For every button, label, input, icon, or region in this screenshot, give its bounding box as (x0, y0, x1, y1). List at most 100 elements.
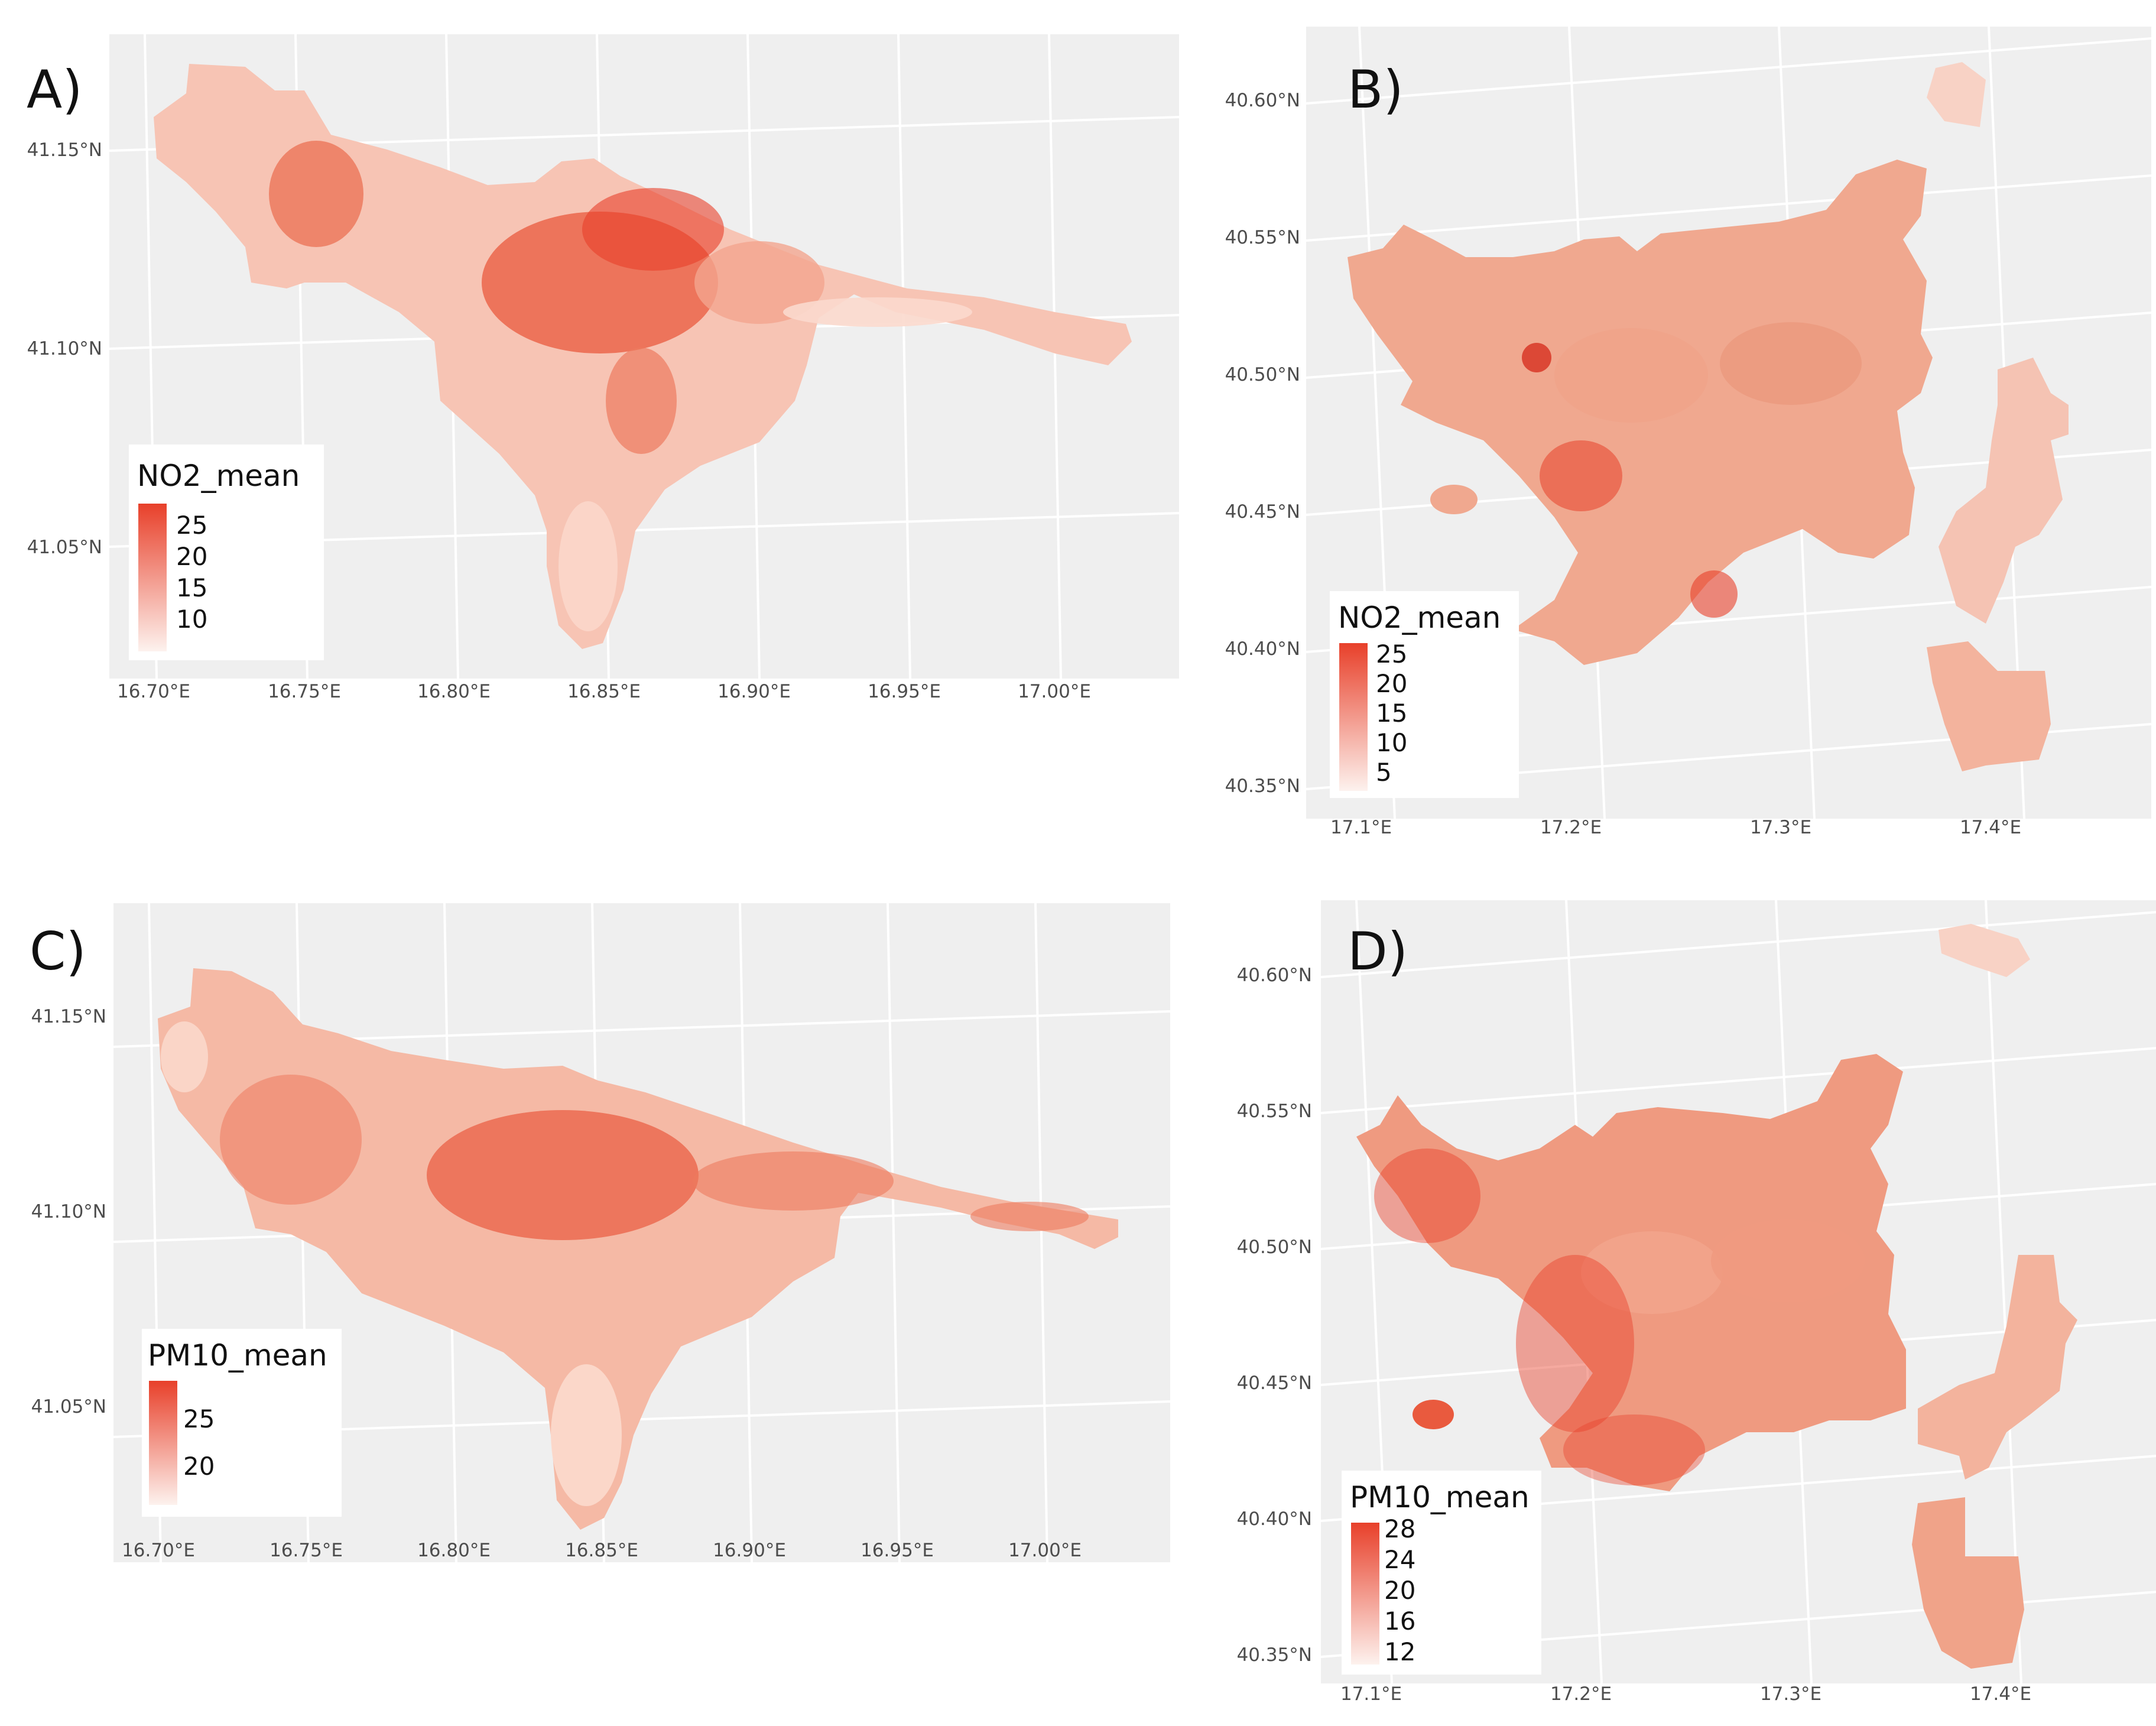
islet-b-small (1430, 485, 1478, 514)
legend-break-d-2: 24 (1384, 1545, 1416, 1574)
hotspot-b-2 (1522, 343, 1551, 372)
legend-break-d-4: 16 (1384, 1607, 1416, 1636)
lowspot-c-1 (551, 1364, 622, 1506)
lon-label-c-4: 16.85°E (565, 1540, 638, 1561)
lon-label-b-3: 17.3°E (1749, 817, 1812, 838)
hotspot-a-3 (582, 188, 724, 271)
lon-label-a-5: 16.90°E (717, 681, 791, 702)
lon-label-b-1: 17.1°E (1330, 817, 1392, 838)
lon-label-a-7: 17.00°E (1018, 681, 1091, 702)
lat-label-b-6: 40.35°N (1225, 776, 1300, 797)
hotspot-c-4 (970, 1202, 1089, 1231)
hotspot-b-1 (1540, 440, 1622, 511)
hotspot-c-2 (220, 1075, 362, 1205)
lowspot-c-2 (161, 1021, 208, 1092)
legend-d: PM10_mean 28 24 20 16 12 (1342, 1471, 1541, 1675)
lat-label-b-5: 40.40°N (1225, 638, 1300, 660)
region-d-islet (1939, 924, 2030, 977)
lon-label-a-1: 16.70°E (117, 681, 190, 702)
map-canvas-b (1306, 27, 2151, 819)
lat-label-a-3: 41.05°N (27, 537, 102, 558)
map-canvas-d (1321, 900, 2156, 1683)
legend-break-c-2: 20 (183, 1452, 215, 1481)
legend-break-d-5: 12 (1384, 1637, 1416, 1666)
lat-label-a-2: 41.10°N (27, 338, 102, 359)
panel-label-b: B) (1348, 59, 1404, 120)
lat-label-d-6: 40.35°N (1236, 1644, 1312, 1666)
lat-label-b-2: 40.55°N (1225, 227, 1300, 248)
legend-break-b-3: 15 (1376, 699, 1408, 728)
panel-label-a: A) (27, 59, 83, 120)
lon-label-c-5: 16.90°E (713, 1540, 786, 1561)
lat-label-a-1: 41.15°N (27, 139, 102, 161)
lon-label-b-4: 17.4°E (1959, 817, 2022, 838)
hotspot-a-5 (694, 241, 824, 324)
legend-break-a-4: 10 (176, 605, 208, 634)
lowspot-a-2 (559, 501, 618, 631)
blob-d-flat-1 (1581, 1231, 1723, 1314)
lat-label-d-1: 40.60°N (1236, 965, 1312, 986)
map-canvas-c (113, 903, 1170, 1562)
pollution-raster-a (154, 64, 1132, 649)
legend-break-d-3: 20 (1384, 1576, 1416, 1605)
legend-break-b-4: 10 (1376, 728, 1408, 757)
lat-label-d-4: 40.45°N (1236, 1373, 1312, 1394)
hotspot-a-1 (269, 141, 363, 247)
legend-c: PM10_mean 25 20 (142, 1329, 342, 1517)
legend-break-c-1: 25 (183, 1404, 215, 1433)
panel-a: A) 41.15°N 41.10°N 41.05°N 16.70°E 16.75… (0, 0, 1194, 727)
blob-d-flat-2 (1711, 1219, 1865, 1302)
legend-break-a-2: 20 (176, 542, 208, 571)
hotspot-d-2 (1516, 1255, 1634, 1432)
hotspot-b-3 (1690, 570, 1738, 618)
region-c-base (158, 968, 1118, 1530)
legend-title-a: NO2_mean (137, 459, 300, 493)
legend-break-b-2: 20 (1376, 669, 1408, 698)
lowspot-a-1 (783, 297, 972, 327)
legend-break-a-3: 15 (176, 573, 208, 602)
legend-colorbar-c (149, 1381, 177, 1505)
hotspot-c-1 (427, 1110, 699, 1240)
legend-colorbar-b (1339, 643, 1368, 791)
lat-label-d-2: 40.55°N (1236, 1101, 1312, 1122)
lon-label-c-3: 16.80°E (417, 1540, 491, 1561)
legend-colorbar-a (138, 504, 167, 651)
lat-label-c-1: 41.15°N (31, 1006, 106, 1027)
pollution-raster-b (1348, 62, 2069, 771)
blob-b-flat-2 (1720, 322, 1862, 405)
panel-d: D) 40.60°N 40.55°N 40.50°N 40.45°N 40.40… (1188, 875, 2156, 1726)
hotspot-d-1 (1374, 1148, 1480, 1243)
lat-label-d-5: 40.40°N (1236, 1508, 1312, 1530)
region-b-islet (1927, 62, 1986, 127)
lat-label-c-3: 41.05°N (31, 1396, 106, 1417)
islet-d-small (1413, 1400, 1454, 1429)
hotspot-c-3 (693, 1151, 894, 1211)
legend-break-d-1: 28 (1384, 1514, 1416, 1543)
lon-label-b-2: 17.2°E (1540, 817, 1602, 838)
lon-label-a-3: 16.80°E (417, 681, 491, 702)
lon-label-d-2: 17.2°E (1550, 1683, 1612, 1705)
legend-title-c: PM10_mean (148, 1338, 327, 1373)
lon-label-a-4: 16.85°E (567, 681, 641, 702)
lat-label-b-1: 40.60°N (1225, 90, 1300, 111)
panel-label-d: D) (1348, 921, 1408, 982)
lon-label-c-6: 16.95°E (861, 1540, 934, 1561)
legend-break-b-5: 5 (1376, 758, 1392, 787)
legend-a: NO2_mean 25 20 15 10 (129, 445, 324, 660)
lat-label-c-2: 41.10°N (31, 1201, 106, 1222)
pollution-raster-c (158, 968, 1118, 1530)
lon-label-c-2: 16.75°E (270, 1540, 343, 1561)
lon-label-a-6: 16.95°E (868, 681, 941, 702)
panel-c: C) 41.15°N 41.10°N 41.05°N 16.70°E 16.75… (0, 875, 1182, 1608)
lon-label-c-7: 17.00°E (1008, 1540, 1082, 1561)
legend-colorbar-d (1351, 1523, 1379, 1665)
lon-label-a-2: 16.75°E (268, 681, 341, 702)
region-d-east-2 (1912, 1497, 2024, 1669)
region-b-east-2 (1927, 641, 2051, 771)
panel-b: B) 40.60°N 40.55°N 40.50°N 40.45°N 40.40… (1188, 0, 2156, 863)
lon-label-d-4: 17.4°E (1969, 1683, 2032, 1705)
hotspot-d-3 (1563, 1414, 1705, 1485)
legend-break-b-1: 25 (1376, 640, 1408, 669)
lon-label-c-1: 16.70°E (122, 1540, 195, 1561)
legend-title-b: NO2_mean (1338, 601, 1501, 635)
